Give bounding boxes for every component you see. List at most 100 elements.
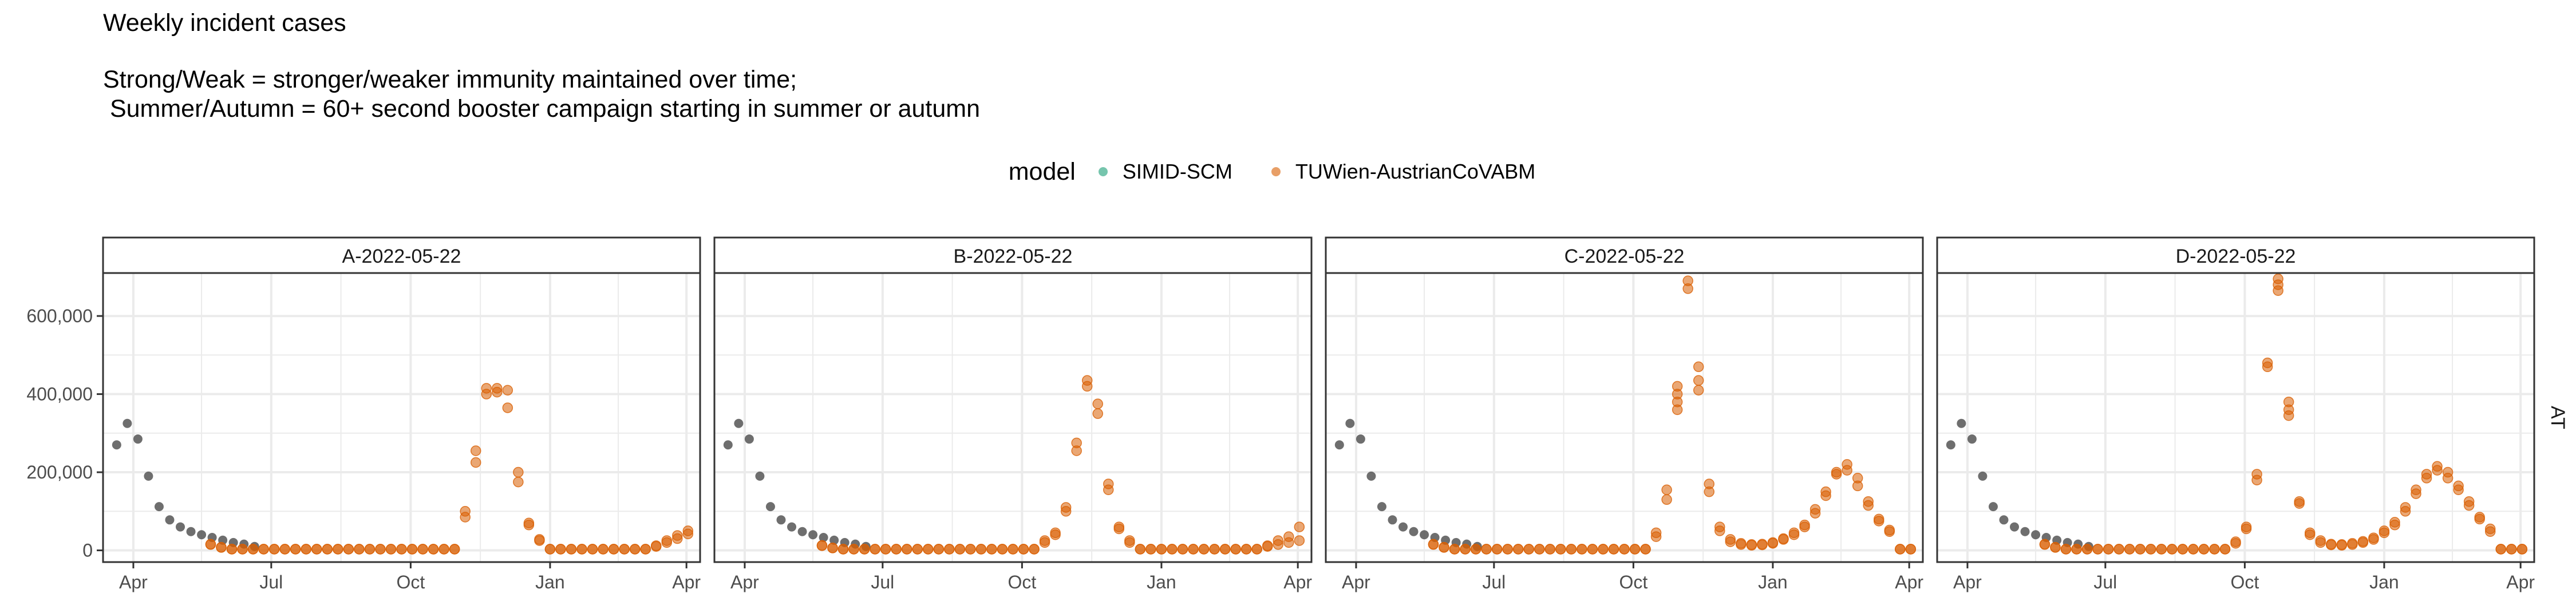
model-point [2315,535,2326,546]
model-point [1640,544,1651,555]
model-point [2326,539,2337,549]
model-point [226,544,238,555]
legend-item-tuwien: TUWien-AustrianCoVABM [1265,160,1535,184]
x-tick-label: Oct [1619,572,1647,592]
model-point [1788,527,1800,539]
observed-point [819,533,828,543]
model-point [523,517,535,529]
model-point [901,544,912,555]
observed-point [186,527,196,536]
model-point [816,540,828,551]
model-point [965,544,976,555]
model-point [502,385,513,396]
model-point [1283,531,1294,542]
observed-point [2031,530,2041,540]
facet-strip-label: A-2022-05-22 [342,246,461,267]
model-point [576,544,587,555]
facet-strip [102,236,701,274]
model-point [1608,544,1619,555]
model-point [1523,544,1534,555]
y-tick-label: 200,000 [26,462,93,483]
model-point [1873,513,1884,525]
x-tick-label: Apr [119,572,148,592]
x-tick-label: Oct [1008,572,1036,592]
observed-point [723,440,733,450]
model-point [1767,537,1779,548]
model-point [682,525,694,536]
facet-row-label: AT [2547,406,2569,429]
observed-point [1999,515,2009,525]
model-point [492,383,503,394]
model-point [1725,534,1736,545]
model-point [1050,527,1061,539]
panel-border [713,272,1313,563]
model-point [2156,544,2167,555]
model-point [258,544,269,555]
model-point [1167,544,1178,555]
model-point [2146,544,2156,555]
observed-point [2010,522,2020,532]
observed-point [829,535,839,545]
model-point [619,544,630,555]
y-tick-label: 0 [82,540,93,561]
model-point [1156,544,1167,555]
model-point [1820,486,1831,497]
model-point [672,530,683,541]
model-point [2060,544,2072,555]
x-tick-label: Jan [1147,572,1176,592]
model-point [2368,532,2379,543]
model-point [268,544,280,555]
observed-point [1334,440,1344,450]
model-point [470,457,481,468]
model-point [1294,535,1305,546]
facet-strip-label: D-2022-05-22 [2176,246,2296,267]
model-point [933,544,945,555]
model-point [1502,544,1513,555]
model-point [2442,466,2453,478]
observed-point [144,471,153,481]
model-point [2050,541,2061,553]
model-point [375,544,386,555]
panel-border [1936,272,2535,563]
legend-item-simid: SIMID-SCM [1092,160,1232,184]
observed-point [1398,522,1408,532]
model-point [2251,469,2262,480]
x-tick-label: Oct [396,572,425,592]
model-point [1092,408,1103,419]
observed-point [797,527,807,536]
model-point [837,544,849,555]
panel-background [103,273,700,562]
model-point [1262,540,1273,551]
model-point [237,544,248,555]
model-point [608,544,619,555]
model-point [1577,544,1587,555]
model-point [2230,536,2241,547]
model-point [2092,544,2103,555]
model-point [587,544,598,555]
model-point [1831,466,1842,478]
observed-point [1366,471,1376,481]
model-point [1852,473,1863,484]
model-point [1135,544,1146,555]
model-point [2463,496,2475,507]
model-point [1481,544,1492,555]
model-point [2411,484,2421,495]
x-tick-label: Apr [1953,572,1982,592]
observed-point [123,418,132,428]
chart-subtitle-line-1: Strong/Weak = stronger/weaker immunity m… [103,66,797,93]
model-point [385,544,397,555]
model-point [1251,544,1262,555]
x-tick-label: Jul [871,572,894,592]
model-point [544,544,556,555]
model-point [2336,539,2348,550]
model-point [566,544,577,555]
model-point [2113,544,2124,555]
model-point [534,534,545,545]
model-point [1693,375,1704,386]
model-point [1587,544,1598,555]
model-point [1081,375,1093,386]
observed-point [1388,515,1397,525]
model-point [1029,544,1040,555]
y-tick-label: 600,000 [26,306,93,326]
model-point [1682,275,1693,286]
